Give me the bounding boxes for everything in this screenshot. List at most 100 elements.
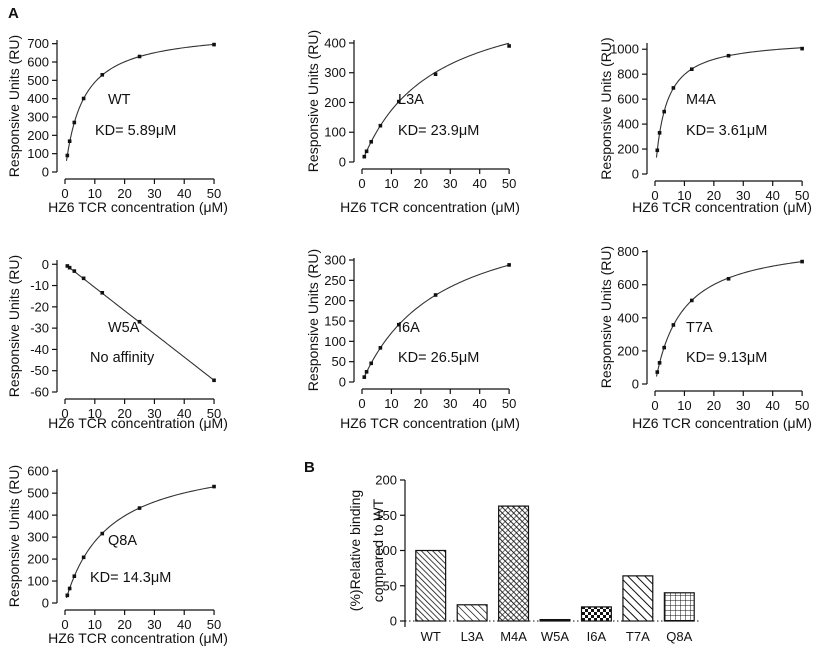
- data-point: [378, 123, 383, 128]
- bar-t7a: [622, 575, 654, 622]
- x-tick-label: 50: [795, 398, 809, 413]
- kd-label: KD= 3.61μM: [686, 123, 767, 139]
- y-axis-label: Responsive Units (RU): [305, 30, 321, 172]
- y-tick-label: 0: [339, 375, 346, 390]
- x-tick-label: 20: [117, 186, 131, 201]
- y-tick-label: 500: [27, 486, 49, 501]
- y-tick-label: 200: [27, 128, 49, 143]
- x-tick-label: 10: [677, 188, 691, 203]
- y-tick-label: 0: [339, 155, 346, 170]
- x-tick-label: 40: [472, 396, 486, 411]
- x-tick-label: 30: [736, 188, 750, 203]
- y-tick-label: 0: [390, 614, 397, 629]
- x-axis-label: HZ6 TCR concentration (μM): [632, 199, 812, 215]
- y-tick-label: 400: [27, 508, 49, 523]
- kd-label: KD= 26.5μM: [398, 350, 479, 366]
- bar-wt: [415, 549, 447, 622]
- y-tick-label: 100: [324, 334, 346, 349]
- x-tick-label: 20: [414, 176, 428, 191]
- y-tick-label: 250: [324, 273, 346, 288]
- data-point: [137, 54, 142, 59]
- bar-m4a: [498, 505, 530, 622]
- x-tick-label: 10: [384, 176, 398, 191]
- data-point: [662, 109, 666, 114]
- x-tick-label: 10: [88, 617, 102, 632]
- y-tick-label: 200: [375, 473, 397, 488]
- x-axis-label: HZ6 TCR concentration (μM): [48, 415, 228, 431]
- data-point: [67, 265, 72, 270]
- x-tick-label: 0: [358, 176, 365, 191]
- x-tick-label: 30: [443, 176, 457, 191]
- kd-label: No affinity: [90, 350, 155, 366]
- y-tick-label: 100: [27, 574, 49, 589]
- x-tick-label: 0: [651, 188, 658, 203]
- y-tick-label: 800: [617, 67, 639, 82]
- y-axis-label: Responsive Units (RU): [6, 255, 22, 397]
- data-point: [657, 131, 662, 135]
- data-point: [364, 149, 369, 154]
- x-tick-label: 0: [358, 396, 365, 411]
- y-tick-label: 0: [42, 165, 49, 180]
- data-point: [72, 574, 77, 578]
- data-point: [212, 484, 216, 489]
- y-tick-label: 400: [27, 91, 49, 106]
- x-tick-label: 20: [707, 398, 721, 413]
- x-tick-label: 10: [88, 406, 102, 421]
- x-tick-label: 30: [147, 406, 161, 421]
- data-point: [212, 378, 216, 383]
- data-point: [65, 264, 70, 268]
- y-tick-label: 700: [27, 36, 49, 51]
- relative-binding-bar-chart: 0 50 100 150 200 WT L3A M4A W5A I6A T7A Q8A (%)Relat…: [347, 473, 700, 644]
- mutant-label: L3A: [398, 92, 424, 108]
- data-point: [800, 259, 804, 264]
- y-tick-label: -40: [30, 342, 49, 357]
- binding-plot-l3a: 0 100 200 300 400 0 10 20 30 40 50 HZ6 TCR concentr…: [305, 30, 520, 215]
- y-tick-label: 0: [42, 596, 49, 611]
- x-tick-label: 10: [384, 396, 398, 411]
- mutant-label: M4A: [686, 92, 716, 108]
- x-tick-label: 30: [736, 398, 750, 413]
- y-tick-label: -10: [30, 278, 49, 293]
- y-axis-label: Responsive Units (RU): [598, 246, 614, 388]
- mutant-label: T7A: [686, 320, 713, 336]
- data-point: [726, 53, 731, 58]
- x-tick-label: 0: [61, 186, 68, 201]
- data-point: [65, 153, 70, 158]
- panel-label-a: A: [8, 5, 19, 22]
- y-axis-label: Responsive Units (RU): [598, 37, 614, 179]
- y-tick-label: 400: [324, 35, 346, 50]
- x-tick-label: 10: [88, 186, 102, 201]
- x-tick-label: 40: [765, 398, 779, 413]
- data-point: [369, 139, 373, 144]
- fit-curve: [65, 43, 215, 161]
- y-tick-label: 50: [332, 354, 346, 369]
- binding-plot-i6a: 0 50 100 150 200 250 300 0 10 20 30 40 50 HZ6 TCR con…: [305, 249, 520, 431]
- data-point: [81, 555, 86, 560]
- data-point: [433, 72, 438, 77]
- bar-q8a: [663, 592, 695, 622]
- y-tick-label: 0: [632, 167, 639, 182]
- x-tick-label: I6A: [587, 629, 607, 644]
- mutant-label: Q8A: [108, 533, 137, 549]
- data-point: [65, 593, 70, 598]
- y-tick-label: 200: [324, 95, 346, 110]
- data-point: [689, 298, 694, 303]
- mutant-label: I6A: [398, 320, 420, 336]
- y-tick-label: 400: [617, 117, 639, 132]
- panel-label-b: B: [304, 459, 315, 476]
- data-point: [507, 44, 511, 48]
- x-tick-label: 40: [177, 186, 191, 201]
- kd-label: KD= 9.13μM: [686, 350, 767, 366]
- y-axis-label-line2: compared to WT: [370, 498, 386, 602]
- data-point: [671, 323, 676, 327]
- data-point: [655, 370, 660, 374]
- x-tick-label: 40: [765, 188, 779, 203]
- data-point: [369, 361, 373, 366]
- x-tick-label: 40: [177, 406, 191, 421]
- y-axis-label-line1: (%)Relative binding: [347, 490, 363, 611]
- x-tick-label: 20: [117, 406, 131, 421]
- x-tick-label: Q8A: [666, 629, 692, 644]
